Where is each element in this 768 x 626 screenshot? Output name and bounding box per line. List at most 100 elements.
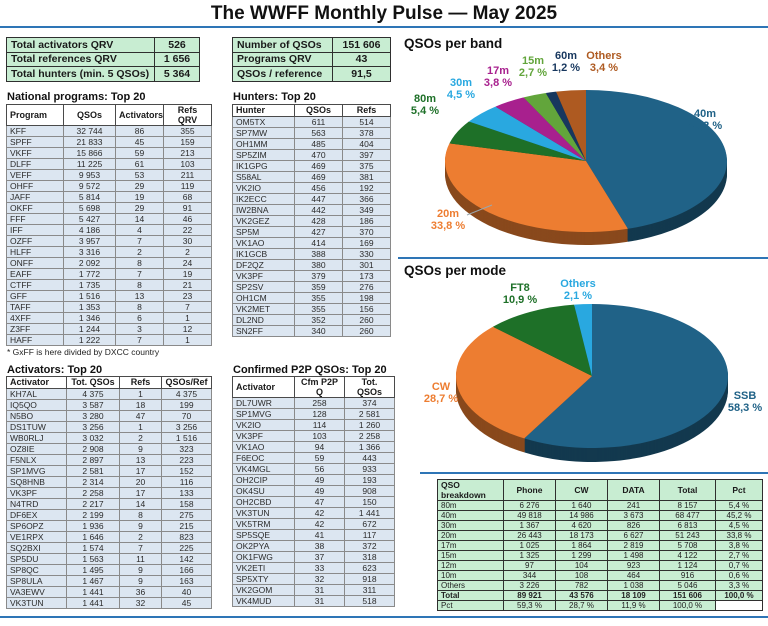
table-cell: 5 427 [63,213,116,225]
table-cell: 169 [342,236,391,249]
table-cell: 158 [161,497,212,510]
column-header: Refs [119,376,162,389]
pie-label-others: Others 2,1 % [560,277,596,302]
table-cell: VE1RPX [6,530,67,543]
table-cell: 241 [607,500,660,511]
mode-chart-title: QSOs per mode [404,263,507,278]
table-cell: 1 646 [66,530,120,543]
table-cell: 1 [163,334,212,346]
table-row: HLFF 3 316 2 2 [6,246,212,258]
table-cell: IFF [6,224,64,236]
table-cell: 17 [119,464,162,477]
table-cell: 258 [294,397,345,409]
table-cell: 6 813 [659,520,716,531]
table-cell: 30 [163,235,212,247]
table-row: SP2SV 359 276 [232,280,391,293]
table-row: VK2IO 456 192 [232,181,391,194]
table-cell: 15 866 [63,147,116,159]
table-cell: 414 [294,236,343,249]
table-cell: 1 656 [154,51,200,67]
table-cell: 1 516 [161,431,212,444]
table-cell: 4 375 [161,387,212,400]
table-cell: VK2GEZ [232,214,295,227]
table-cell: 8 157 [659,500,716,511]
table-cell: 2 217 [66,497,120,510]
table-row: VK2MET 355 156 [232,302,391,315]
table-cell: SQ8HNB [6,475,67,488]
table-row: Others 3 226 782 1 038 5 046 3,3 % [437,580,763,591]
bottom-divider-line [0,616,768,618]
table-row: N5BO 3 280 47 70 [6,409,212,422]
table-cell: SQ2BXI [6,541,67,554]
table-cell: HAFF [6,334,64,346]
table-cell: 51 243 [659,530,716,541]
table-cell: 2 092 [63,257,116,269]
table-cell: DS1TUW [6,420,67,433]
table-cell: VEFF [6,169,64,181]
table-cell: 311 [344,584,395,596]
table-cell: 30m [437,520,504,531]
table-cell: 456 [294,181,343,194]
activators-title: Activators: Top 20 [7,364,103,376]
table-cell: 59,3 % [503,600,556,611]
table-row: Total references QRV 1 656 [6,51,200,67]
table-cell: 1 346 [63,312,116,324]
table-row: F6EOC 59 443 [232,452,395,464]
pie-slice-80m [449,121,586,161]
table-cell: 374 [344,397,395,409]
table-row: 12m 97 104 923 1 124 0,7 % [437,560,763,571]
table-cell: Total [437,590,504,601]
table-cell: 318 [344,551,395,563]
national-programs-table: Program QSOs Activators Refs QRV KFF 32 744 8… [6,104,212,346]
table-cell: 26 443 [503,530,556,541]
summary-table-left: Total activators QRV 526 Total references … [6,37,200,82]
table-cell: 469 [294,170,343,183]
table-cell: VK2MET [232,302,295,315]
table-cell: OZ8IE [6,442,67,455]
qso-breakdown-table: QSO breakdown Phone CW DATA Total Pct 80m 6 27… [437,479,763,611]
table-row: SP6OPZ 1 936 9 215 [6,519,212,532]
table-cell: 381 [342,170,391,183]
table-cell: 323 [161,442,212,455]
table-cell: 388 [294,247,343,260]
table-cell: 9 [119,563,162,576]
column-header: Activator [232,376,295,398]
table-cell: 1 [119,420,162,433]
table-row: SP5DU 1 563 11 142 [6,552,212,565]
table-row: 20m 26 443 18 173 6 627 51 243 33,8 % [437,530,763,541]
table-cell: 330 [342,247,391,260]
table-row: 40m 49 818 14 986 3 673 68 477 45,2 % [437,510,763,521]
column-header: Hunter [232,104,295,117]
table-cell: 918 [344,573,395,585]
table-row: JAFF 5 814 19 68 [6,191,212,203]
table-row: 15m 1 325 1 299 1 498 4 122 2,7 % [437,550,763,561]
table-row: Total 89 921 43 576 18 109 151 606 100,0 % [437,590,763,601]
table-row: DS1TUW 3 256 1 3 256 [6,420,212,433]
table-row: N4TRD 2 217 14 158 [6,497,212,510]
table-cell: VKFF [6,147,64,159]
table-cell: 1 124 [659,560,716,571]
table-cell: Total activators QRV [6,37,155,53]
table-cell: 103 [163,158,212,170]
table-cell: 116 [161,475,212,488]
summary-table-right: Number of QSOs 151 606 Programs QRV 43 QSOs … [232,37,391,82]
table-cell: 8 [115,301,164,313]
table-cell: DF6EX [6,508,67,521]
table-cell: Number of QSOs [232,37,333,53]
table-cell: 370 [342,225,391,238]
table-cell: 826 [607,520,660,531]
table-cell: 5 698 [63,202,116,214]
table-cell: 151 606 [332,37,391,53]
table-cell: 17m [437,540,504,551]
table-cell: 340 [294,324,343,337]
table-cell: N4TRD [6,497,67,510]
table-cell: 151 606 [659,590,716,601]
table-row: VA3EWV 1 441 36 40 [6,585,212,598]
table-cell: 225 [161,541,212,554]
table-row: 10m 344 108 464 916 0,6 % [437,570,763,581]
table-row: SP1MVG 128 2 581 [232,408,395,420]
table-cell: 276 [342,280,391,293]
table-cell: 18 173 [555,530,608,541]
table-cell: 623 [344,562,395,574]
table-cell: 908 [344,485,395,497]
